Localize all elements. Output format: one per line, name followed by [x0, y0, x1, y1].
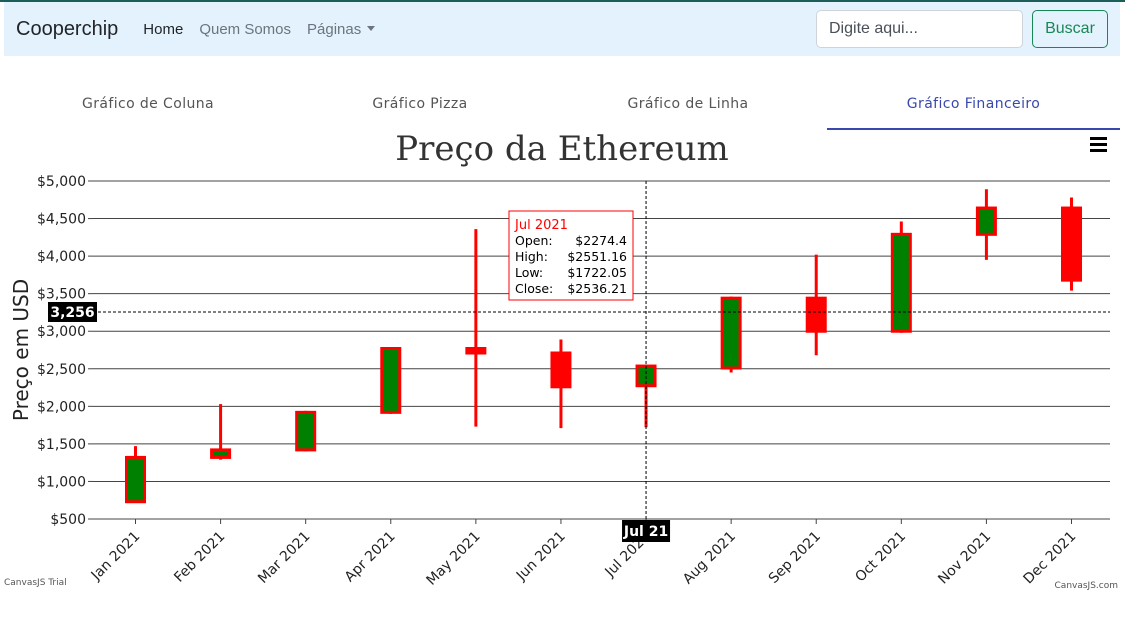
candle-body — [125, 455, 146, 504]
candle-body — [805, 296, 827, 333]
y-tick-label: $4,500 — [37, 212, 86, 228]
candle-body — [975, 206, 997, 236]
tab-grafico-pizza[interactable]: Gráfico Pizza — [372, 96, 468, 112]
y-tick-label: $3,500 — [37, 287, 86, 303]
tab-grafico-linha[interactable]: Gráfico de Linha — [627, 96, 749, 112]
tooltip-row-value: $1722.05 — [567, 265, 627, 280]
crosshair-y-label: 3,256 — [50, 305, 94, 321]
hamburger-menu-icon[interactable] — [1090, 137, 1107, 152]
candle-body — [1061, 206, 1082, 282]
x-tick-label: May 2021 — [424, 529, 484, 589]
tab-grafico-financeiro[interactable]: Gráfico Financeiro — [827, 82, 1120, 130]
tooltip-row-label: Close: — [515, 281, 553, 296]
search-button[interactable]: Buscar — [1032, 10, 1108, 48]
ethereum-candlestick-chart[interactable]: Preço da Ethereum $500 $1,000 $1,500 $2,000 $… — [0, 128, 1125, 623]
brand[interactable]: Cooperchip — [16, 17, 119, 40]
tooltip-row-value: $2551.16 — [567, 249, 627, 264]
x-tick-label: Nov 2021 — [935, 529, 994, 588]
x-tick-label: Sep 2021 — [766, 529, 824, 587]
x-tick-label: Aug 2021 — [680, 529, 739, 588]
y-axis-title: Preço em USD — [9, 279, 33, 421]
tooltip-row-label: Low: — [515, 265, 543, 280]
crosshair-x-label-bg — [622, 520, 671, 542]
x-tick-label: Dec 2021 — [1021, 529, 1080, 588]
search-input[interactable] — [816, 10, 1023, 48]
x-tick-label: Jun 2021 — [513, 529, 569, 585]
y-tick-label: $2,000 — [37, 399, 86, 415]
candle-body — [720, 296, 742, 370]
credit-right: CanvasJS.com — [1055, 581, 1118, 591]
y-tick-label: $2,500 — [37, 362, 86, 378]
y-tick-label: $1,000 — [37, 474, 86, 490]
tooltip-row-label: Open: — [515, 233, 553, 248]
nav-quem-somos[interactable]: Quem Somos — [199, 20, 292, 38]
x-tick-label: Mar 2021 — [255, 529, 313, 587]
tooltip-box — [508, 210, 634, 301]
y-tick-label: $500 — [50, 512, 86, 528]
nav-paginas-dropdown[interactable]: Páginas — [307, 20, 376, 38]
tooltip-title: Jul 2021 — [514, 218, 568, 233]
x-tick-label: Oct 2021 — [852, 529, 909, 586]
nav-paginas-label: Páginas — [307, 20, 362, 38]
candle-body — [550, 351, 572, 389]
top-accent-line — [0, 0, 1125, 2]
candle-body — [380, 346, 402, 414]
y-tick-label: $3,000 — [37, 324, 86, 340]
nav-home[interactable]: Home — [143, 20, 184, 38]
crosshair-y-label-bg — [48, 301, 97, 322]
candle-body — [465, 346, 487, 355]
credit-left: CanvasJS Trial — [4, 578, 67, 588]
y-tick-label: $1,500 — [37, 437, 86, 453]
tab-grafico-coluna[interactable]: Gráfico de Coluna — [81, 96, 215, 112]
x-tick-label: Apr 2021 — [342, 529, 399, 586]
navbar: Cooperchip Home Quem Somos Páginas Busca… — [4, 2, 1120, 56]
chart-title: Preço da Ethereum — [395, 129, 728, 169]
chart-tabs: Gráfico de Coluna Gráfico Pizza Gráfico … — [0, 82, 1125, 130]
x-tick-label: Feb 2021 — [171, 529, 228, 586]
chevron-down-icon — [367, 25, 376, 31]
tooltip-row-value: $2274.4 — [575, 233, 627, 248]
candle-body — [295, 410, 317, 452]
x-tick-label: Jan 2021 — [88, 529, 144, 585]
crosshair-x-label: Jul 21 — [623, 524, 668, 540]
candle-body — [890, 232, 912, 333]
tooltip-row-label: High: — [515, 249, 548, 264]
tooltip-row-value: $2536.21 — [567, 281, 627, 296]
y-tick-label: $5,000 — [37, 174, 86, 190]
y-tick-label: $4,000 — [37, 249, 86, 265]
candle-body — [210, 448, 232, 459]
